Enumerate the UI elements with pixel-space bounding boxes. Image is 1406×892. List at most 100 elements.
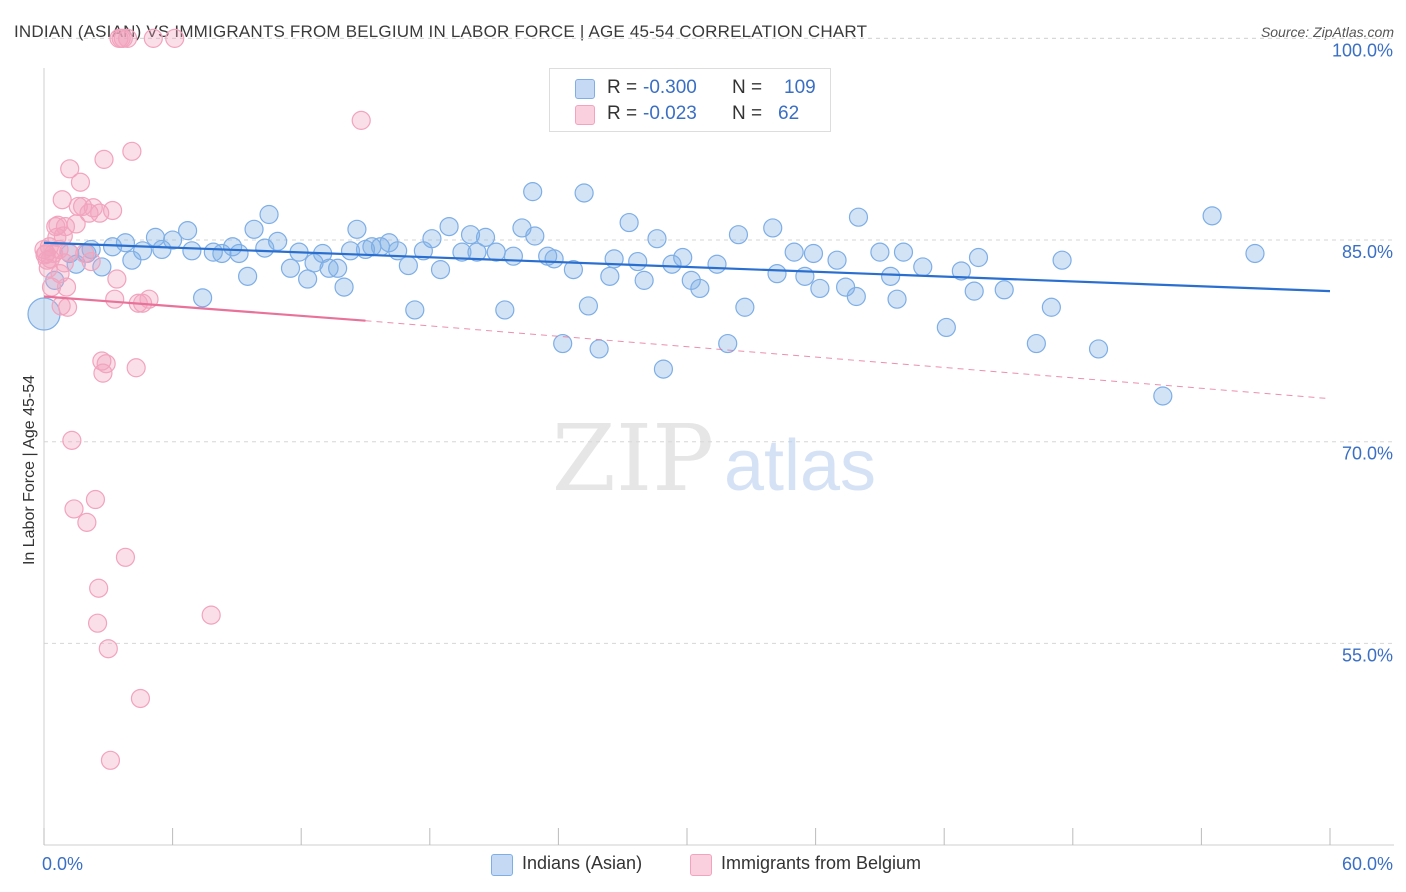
point-belgium [62,430,82,450]
point-belgium [126,358,146,378]
tick-labels: 55.0% 70.0% 85.0% 100.0% 0.0% 60.0% [42,40,1393,874]
point-indians [92,257,112,277]
point-indians [280,258,301,278]
point-indians [259,204,279,225]
point-indians [1202,206,1222,226]
point-indians [763,218,783,238]
chart-title: INDIAN (ASIAN) VS IMMIGRANTS FROM BELGIU… [14,22,868,41]
point-indians [653,359,674,379]
legend-swatch-blue [491,854,513,876]
point-indians [718,333,738,354]
point-indians [893,242,914,262]
stats-row-belgium: R = -0.023 N = 62 [550,101,830,127]
point-indians [460,225,481,245]
n-value: 62 [778,103,800,124]
r-label: R = [607,103,638,124]
point-belgium [81,251,101,272]
point-indians [690,278,710,299]
point-belgium [351,110,371,130]
series-immigrants-belgium [34,28,371,770]
trend-line-belgium-extension [365,320,1331,400]
stats-box: R = -0.300 N = 109 R = -0.023 N = 62 [549,68,831,132]
legend-swatch-blue [575,79,595,99]
point-indians [784,242,804,262]
point-indians [951,261,971,281]
trend-lines [43,241,1331,400]
trend-line-indians [43,241,1331,293]
point-indians [163,230,183,250]
point-belgium [56,277,77,297]
point-indians [913,257,933,277]
point-indians [439,217,459,237]
point-indians [827,250,847,270]
n-label: N = [732,77,763,98]
point-belgium [117,28,138,48]
point-indians [574,183,594,203]
point-indians [268,231,288,251]
point-indians [115,233,136,253]
point-indians [968,247,989,268]
point-indians [1041,297,1061,317]
source-label: Source: ZipAtlas.com [1260,24,1394,40]
point-belgium [70,172,91,192]
point-indians [503,246,523,266]
point-indians [647,229,667,249]
point-indians [298,269,318,289]
series-indians-asian [27,182,1265,406]
point-indians [467,242,487,262]
point-belgium [89,578,109,598]
point-belgium [83,198,103,218]
stats-row-indians: R = -0.300 N = 109 [550,75,830,101]
r-value: -0.023 [643,103,697,124]
point-indians [328,258,348,278]
point-indians [525,226,545,246]
legend-label: Indians (Asian) [522,853,643,873]
point-indians [810,278,830,299]
point-belgium [87,613,108,633]
point-indians [578,296,599,316]
legend: Indians (Asian) Immigrants from Belgium [0,852,1406,878]
point-belgium [96,354,116,374]
x-tick-label: 60.0% [1342,854,1393,874]
point-indians [422,229,442,249]
point-indians [589,339,609,359]
point-belgium [54,253,74,273]
n-value: 109 [784,77,816,98]
point-indians [178,221,198,241]
axes [43,68,1394,846]
point-indians [870,242,890,262]
point-indians [398,255,418,276]
point-indians [881,266,901,286]
point-indians [244,219,264,239]
gridlines [44,37,1394,644]
point-belgium [94,149,114,169]
y-tick-label: 85.0% [1342,242,1393,262]
point-indians [475,227,496,247]
point-indians [347,219,367,239]
point-belgium [107,269,127,289]
r-label: R = [607,77,638,98]
legend-swatch-pink [575,105,595,125]
trend-line-belgium [43,295,366,322]
point-belgium [59,242,79,262]
point-belgium [115,547,136,567]
y-tick-label: 100.0% [1332,40,1393,60]
point-belgium [113,28,133,48]
legend-swatch-pink [690,854,712,876]
point-belgium [85,489,106,510]
point-indians [964,281,984,301]
point-indians [334,277,354,297]
point-indians [994,280,1014,300]
point-indians [430,260,451,280]
point-indians [887,289,907,309]
point-indians [600,266,620,286]
point-belgium [52,190,72,210]
point-indians [1088,339,1109,359]
point-indians [405,300,425,320]
point-belgium [98,639,118,659]
point-indians [1052,250,1072,270]
point-indians [707,254,727,274]
point-indians [544,249,564,269]
point-indians [102,237,123,257]
